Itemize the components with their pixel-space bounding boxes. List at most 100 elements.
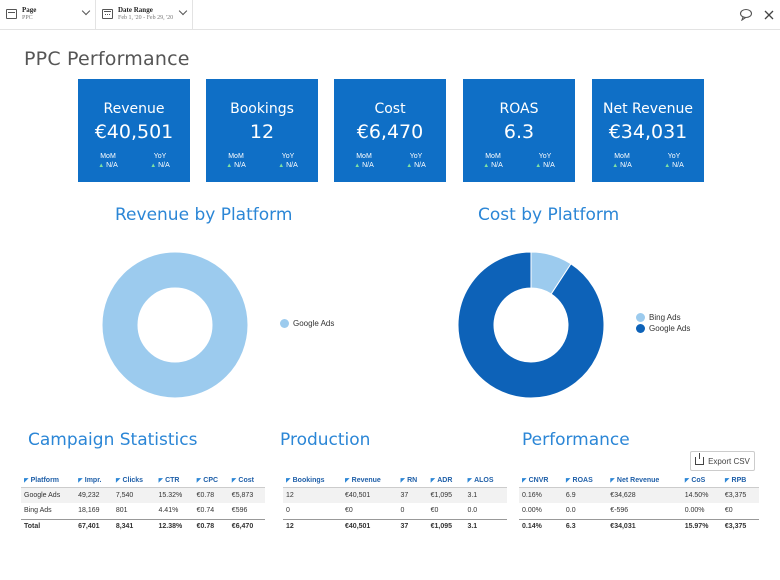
yoy-value-text: N/A xyxy=(158,162,170,169)
table-total-cell: €40,501 xyxy=(342,518,398,533)
kpi-card-net-revenue: Net Revenue €34,031 MoM ▲ N/A YoY ▲ N/A xyxy=(592,79,704,182)
yoy-label: YoY xyxy=(409,153,423,160)
legend-item[interactable]: Google Ads xyxy=(636,323,690,334)
table-cell: 14.50% xyxy=(681,487,722,503)
kpi-value: €40,501 xyxy=(94,121,174,143)
column-header[interactable]: ◤ Clicks xyxy=(112,474,156,488)
page-filter-label: Page xyxy=(22,6,37,14)
filter-icon: ◤ xyxy=(610,477,615,484)
kpi-yoy: YoY ▲ N/A xyxy=(654,152,694,171)
kpi-mom: MoM ▲ N/A xyxy=(216,152,256,171)
column-header[interactable]: ◤ RN xyxy=(397,474,428,488)
yoy-value: ▲ N/A xyxy=(140,161,180,171)
table-total-row: Total 67,401 8,341 12.38% €0.78 €6,470 xyxy=(21,518,265,533)
kpi-yoy: YoY ▲ N/A xyxy=(396,152,436,171)
table-cell: 0.0 xyxy=(565,507,576,515)
table-total-cell: Total xyxy=(21,518,76,533)
column-header[interactable]: ◤ CNVR xyxy=(519,474,563,488)
production-title: Production xyxy=(280,430,371,450)
performance-title: Performance xyxy=(522,430,630,450)
table-cell: 0.0 xyxy=(467,507,478,515)
kpi-value: €6,470 xyxy=(356,121,424,143)
column-header[interactable]: ◤ ADR xyxy=(427,474,465,488)
filter-icon: ◤ xyxy=(231,477,237,484)
kpi-label: Revenue xyxy=(103,101,165,117)
column-header[interactable]: ◤ CTR xyxy=(155,474,194,488)
filter-icon: ◤ xyxy=(400,477,406,484)
export-csv-button[interactable]: Export CSV xyxy=(690,451,755,471)
kpi-value: 12 xyxy=(249,121,275,143)
date-range-value: Feb 1, '20 - Feb 29, '20 xyxy=(118,15,174,21)
revenue-donut-chart xyxy=(101,251,249,399)
table-total-row: 0.14% 6.3 €34,031 15.97% €3,375 xyxy=(519,518,759,533)
column-header[interactable]: ◤ Bookings xyxy=(283,474,343,488)
filter-icon: ◤ xyxy=(522,477,527,484)
cost-donut-chart xyxy=(457,251,605,399)
kpi-mom: MoM ▲ N/A xyxy=(473,152,513,171)
yoy-value: ▲ N/A xyxy=(396,161,436,171)
page-title: PPC Performance xyxy=(24,48,190,70)
mom-value-text: N/A xyxy=(362,162,374,169)
filter-icon: ◤ xyxy=(196,477,202,484)
column-header[interactable]: ◤ Cost xyxy=(228,474,265,488)
table-total-row: 12 €40,501 37 €1,095 3.1 xyxy=(283,518,507,533)
chevron-down-icon[interactable] xyxy=(81,6,91,16)
donut-slice-google-ads[interactable] xyxy=(457,251,605,399)
legend-label: Google Ads xyxy=(293,319,335,328)
legend-swatch xyxy=(636,313,645,322)
donut-slice-google-ads[interactable] xyxy=(101,251,249,399)
legend-item[interactable]: Bing Ads xyxy=(636,312,690,323)
table-total-cell: 12.38% xyxy=(155,518,194,533)
yoy-value-text: N/A xyxy=(543,162,555,169)
column-header[interactable]: ◤ Impr. xyxy=(75,474,113,488)
column-header[interactable]: ◤ CoS xyxy=(681,474,722,488)
table-cell: 3.1 xyxy=(464,487,507,503)
close-icon[interactable] xyxy=(764,10,774,20)
column-header[interactable]: ◤ ALOS xyxy=(464,474,507,488)
filter-icon: ◤ xyxy=(345,477,350,484)
column-header[interactable]: ◤ CPC xyxy=(193,474,229,488)
table-cell: 37 xyxy=(397,487,428,503)
kpi-value: 6.3 xyxy=(503,121,535,143)
campaign-statistics-table: ◤ Platform ◤ Impr. ◤ Clicks ◤ CTR ◤ CPC ◤ Cost Googl… xyxy=(21,474,265,533)
yoy-value: ▲ N/A xyxy=(525,161,565,171)
table-row: Bing Ads 18,169 801 4.41% €0.74 €596 xyxy=(21,503,265,519)
table-cell: €-596 xyxy=(610,507,629,515)
mom-value-text: N/A xyxy=(620,162,632,169)
mom-value-text: N/A xyxy=(106,162,118,169)
performance-table: ◤ CNVR ◤ ROAS ◤ Net Revenue ◤ CoS ◤ RPB 0.16% 6.9 €3… xyxy=(519,474,759,533)
mom-value: ▲ N/A xyxy=(88,161,128,171)
legend-swatch xyxy=(636,324,645,333)
kpi-card-cost: Cost €6,470 MoM ▲ N/A YoY ▲ N/A xyxy=(334,79,446,182)
up-arrow-icon: ▲ xyxy=(535,163,542,169)
column-header[interactable]: ◤ Revenue xyxy=(342,474,398,488)
campaign-statistics-title: Campaign Statistics xyxy=(28,430,198,450)
table-cell: 0.16% xyxy=(519,487,563,503)
legend-swatch xyxy=(280,319,289,328)
column-header[interactable]: ◤ Platform xyxy=(21,474,76,488)
table-total-cell: 3.1 xyxy=(464,518,507,533)
yoy-label: YoY xyxy=(538,153,552,160)
chevron-down-icon[interactable] xyxy=(178,6,188,16)
kpi-label: Net Revenue xyxy=(603,101,693,117)
mom-value: ▲ N/A xyxy=(216,161,256,171)
date-range-label: Date Range xyxy=(118,6,153,14)
date-range-filter[interactable]: Date Range Feb 1, '20 - Feb 29, '20 xyxy=(96,0,193,30)
kpi-label: ROAS xyxy=(499,101,539,117)
kpi-mom: MoM ▲ N/A xyxy=(88,152,128,171)
up-arrow-icon: ▲ xyxy=(664,163,671,169)
comment-icon[interactable] xyxy=(739,8,753,21)
table-cell: 18,169 xyxy=(78,507,100,515)
filter-icon: ◤ xyxy=(565,477,571,484)
page-filter[interactable]: Page PPC xyxy=(0,0,96,30)
legend-item[interactable]: Google Ads xyxy=(280,318,334,329)
mom-label: MoM xyxy=(356,153,372,160)
filter-icon: ◤ xyxy=(467,477,473,484)
column-header[interactable]: ◤ RPB xyxy=(721,474,759,488)
column-header[interactable]: ◤ ROAS xyxy=(562,474,608,488)
filter-icon: ◤ xyxy=(115,477,121,484)
yoy-label: YoY xyxy=(667,153,681,160)
table-cell: 0.00% xyxy=(684,507,705,515)
table-cell: 12 xyxy=(283,487,343,503)
column-header[interactable]: ◤ Net Revenue xyxy=(607,474,682,488)
